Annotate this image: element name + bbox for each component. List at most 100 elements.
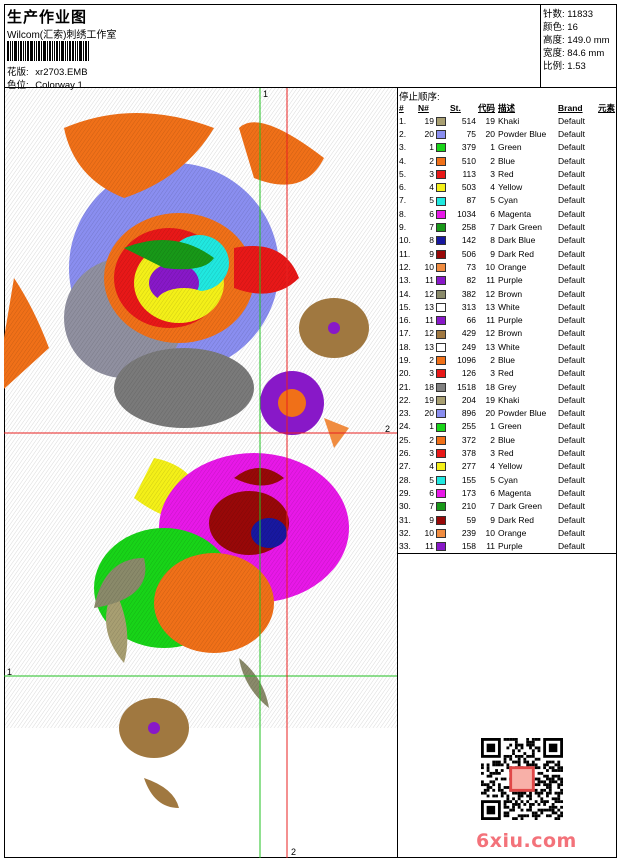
- row-index: 31.: [399, 514, 411, 525]
- table-row: 2. 20 75 20 Powder Blue Default: [398, 127, 617, 140]
- row-swatch: [436, 380, 450, 393]
- row-code: 3: [490, 168, 496, 179]
- row-brand: Default: [558, 128, 585, 139]
- table-row: 1. 19 514 19 Khaki Default: [398, 114, 617, 127]
- row-brand: Default: [558, 261, 585, 272]
- row-stitches: 503: [461, 182, 476, 193]
- row-brand: Default: [558, 222, 585, 233]
- row-code: 7: [490, 222, 496, 233]
- col-header-needle: N#: [418, 103, 429, 113]
- table-row: 6. 4 503 4 Yellow Default: [398, 180, 617, 193]
- row-description: Blue: [498, 434, 516, 445]
- row-stitches: 239: [461, 527, 476, 538]
- table-row: 22. 19 204 19 Khaki Default: [398, 393, 617, 406]
- row-swatch: [436, 393, 450, 406]
- row-stitches: 113: [462, 168, 476, 179]
- color-swatch: [436, 515, 446, 525]
- row-description: Dark Green: [498, 501, 542, 512]
- row-description: Orange: [498, 261, 527, 272]
- row-stitches: 75: [466, 128, 476, 139]
- row-stitches: 1034: [457, 208, 476, 219]
- row-swatch: [436, 526, 450, 539]
- design-value: xr2703.EMB: [35, 67, 88, 78]
- row-description: Magenta: [498, 208, 532, 219]
- row-code: 2: [490, 155, 496, 166]
- row-needle: 6: [429, 487, 434, 498]
- row-stitches: 506: [461, 248, 476, 259]
- row-needle: 10: [424, 261, 434, 272]
- row-index: 26.: [399, 448, 411, 459]
- row-brand: Default: [558, 394, 585, 405]
- row-needle: 12: [424, 328, 434, 339]
- table-row: 8. 6 1034 6 Magenta Default: [398, 207, 617, 220]
- table-row: 25. 2 372 2 Blue Default: [398, 433, 617, 446]
- row-needle: 11: [425, 541, 434, 552]
- row-description: Dark Red: [498, 514, 534, 525]
- row-code: 10: [485, 527, 496, 538]
- row-brand: Default: [558, 474, 585, 485]
- row-stitches: 73: [466, 261, 476, 272]
- row-needle: 3: [429, 368, 434, 379]
- row-code: 4: [490, 461, 496, 472]
- row-description: Magenta: [498, 487, 532, 498]
- row-code: 1: [490, 142, 496, 153]
- row-index: 1.: [399, 115, 407, 126]
- row-index: 15.: [399, 301, 411, 312]
- row-description: Powder Blue: [498, 408, 547, 419]
- table-row: 28. 5 155 5 Cyan Default: [398, 473, 617, 486]
- table-row: 4. 2 510 2 Blue Default: [398, 154, 617, 167]
- row-description: Dark Green: [498, 222, 542, 233]
- embroidery-canvas: 1 1 2 2: [4, 88, 398, 858]
- row-swatch: [436, 353, 450, 366]
- color-swatch: [436, 462, 446, 472]
- color-swatch: [436, 475, 446, 485]
- color-sequence-table: # N# St. 代码 描述 Brand 元素 1. 19 514 19 Khaki De…: [398, 102, 617, 553]
- row-index: 22.: [399, 394, 411, 405]
- row-needle: 19: [424, 394, 434, 405]
- row-swatch: [436, 287, 450, 300]
- color-swatch: [436, 356, 446, 366]
- design-name-line: 花版: xr2703.EMB: [7, 64, 88, 78]
- row-needle: 2: [429, 434, 434, 445]
- guide-red-vertical-label: 2: [291, 847, 297, 857]
- color-swatch: [436, 289, 446, 299]
- row-swatch: [436, 194, 450, 207]
- row-index: 7.: [399, 195, 407, 206]
- row-code: 18: [485, 381, 496, 392]
- row-brand: Default: [558, 208, 585, 219]
- table-row: 15. 13 313 13 White Default: [398, 300, 617, 313]
- row-needle: 20: [424, 128, 434, 139]
- row-description: Powder Blue: [498, 128, 547, 139]
- color-swatch: [436, 169, 446, 179]
- stat-stitches: 针数: 11833: [543, 9, 593, 20]
- row-element: [598, 513, 617, 526]
- row-stitches: 66: [466, 315, 476, 326]
- row-index: 17.: [399, 328, 411, 339]
- row-description: Red: [498, 368, 514, 379]
- row-description: Green: [498, 421, 522, 432]
- row-element: [598, 460, 617, 473]
- row-index: 16.: [399, 315, 411, 326]
- row-element: [598, 540, 617, 553]
- row-brand: Default: [558, 527, 585, 538]
- row-needle: 12: [424, 288, 434, 299]
- row-element: [598, 220, 617, 233]
- row-element: [598, 234, 617, 247]
- row-swatch: [436, 486, 450, 499]
- table-row: 16. 11 66 11 Purple Default: [398, 313, 617, 326]
- row-stitches: 896: [461, 408, 476, 419]
- color-swatch: [436, 263, 446, 273]
- table-row: 26. 3 378 3 Red Default: [398, 446, 617, 459]
- row-element: [598, 141, 617, 154]
- row-description: Dark Blue: [498, 235, 536, 246]
- row-needle: 1: [429, 421, 434, 432]
- color-swatch: [436, 342, 446, 352]
- col-header-code: 代码: [478, 103, 496, 113]
- row-brand: Default: [558, 354, 585, 365]
- row-element: [598, 260, 617, 273]
- rose-top: [4, 88, 397, 448]
- color-swatch: [436, 316, 446, 326]
- row-code: 5: [490, 474, 496, 485]
- row-element: [598, 433, 617, 446]
- row-stitches: 249: [461, 341, 476, 352]
